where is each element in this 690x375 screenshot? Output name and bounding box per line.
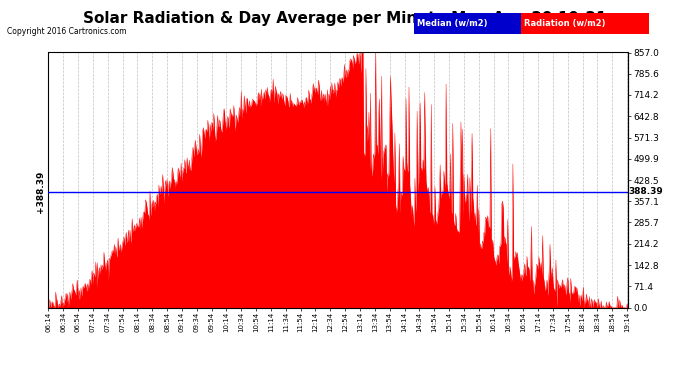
Text: Radiation (w/m2): Radiation (w/m2) <box>524 19 606 28</box>
Text: Copyright 2016 Cartronics.com: Copyright 2016 Cartronics.com <box>7 27 126 36</box>
Text: +388.39: +388.39 <box>37 171 46 213</box>
Text: Median (w/m2): Median (w/m2) <box>417 19 488 28</box>
Text: Solar Radiation & Day Average per Minute Mon Aug 29 19:21: Solar Radiation & Day Average per Minute… <box>83 11 607 26</box>
Text: 388.39: 388.39 <box>628 188 662 196</box>
